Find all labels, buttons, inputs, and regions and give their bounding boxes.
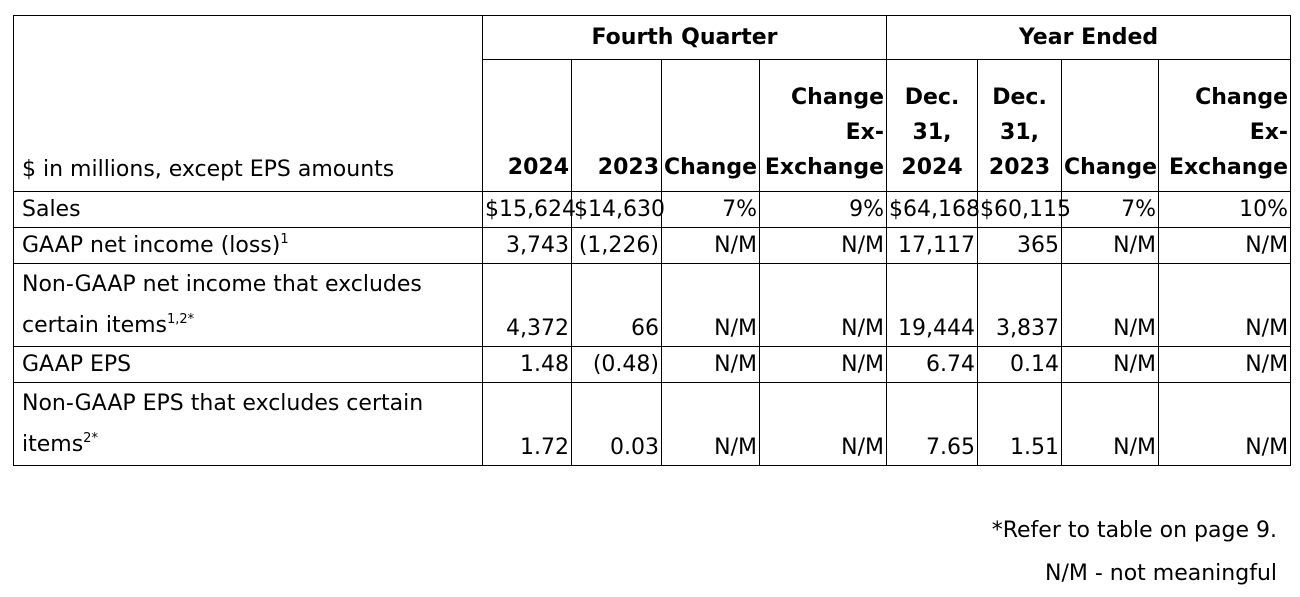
table-cell: N/M bbox=[1158, 382, 1292, 466]
table-cell: 17,117 bbox=[886, 227, 979, 264]
table-cell: N/M bbox=[1061, 263, 1160, 347]
footnote-ref: 2* bbox=[83, 431, 98, 446]
table-cell: N/M bbox=[1061, 227, 1160, 264]
table-cell: 6.74 bbox=[886, 346, 979, 383]
table-cell: N/M bbox=[1061, 382, 1160, 466]
table-row-non-gaap-eps: Non-GAAP EPS that excludes certain items2… bbox=[13, 382, 1292, 466]
table-cell: 4,372 bbox=[482, 263, 572, 347]
table-cell: N/M bbox=[1158, 227, 1292, 264]
table-cell: (0.48) bbox=[571, 346, 662, 383]
col-header-ye-2024: Dec. 31, 2024 bbox=[886, 59, 979, 192]
table-cell: 365 bbox=[977, 227, 1063, 264]
table-cell: 1.51 bbox=[977, 382, 1063, 466]
table-cell: 3,743 bbox=[482, 227, 572, 264]
units-label: $ in millions, except EPS amounts bbox=[13, 15, 483, 192]
col-header-ye-2023: Dec. 31, 2023 bbox=[977, 59, 1063, 192]
table-cell: N/M bbox=[758, 382, 888, 466]
table-cell: 0.14 bbox=[977, 346, 1063, 383]
table-cell: 10% bbox=[1158, 191, 1292, 228]
table-cell: N/M bbox=[661, 346, 760, 383]
table-cell: 7% bbox=[1061, 191, 1160, 228]
table-cell: N/M bbox=[758, 263, 888, 347]
row-label: Non-GAAP EPS that excludes certain items2… bbox=[13, 382, 483, 466]
table-cell: 3,837 bbox=[977, 263, 1063, 347]
group-header-row: $ in millions, except EPS amounts Fourth… bbox=[13, 15, 1292, 192]
table-row-gaap-net-income: GAAP net income (loss)1 3,743 (1,226) N/… bbox=[13, 227, 1292, 264]
table-cell: 7.65 bbox=[886, 382, 979, 466]
table-cell: $64,168 bbox=[886, 191, 980, 228]
table-row-gaap-eps: GAAP EPS 1.48 (0.48) N/M N/M 6.74 0.14 N… bbox=[13, 346, 1292, 383]
col-header-fq-change: Change bbox=[661, 59, 760, 192]
table-cell: N/M bbox=[1061, 346, 1160, 383]
row-label: GAAP net income (loss)1 bbox=[13, 227, 483, 264]
table-cell: N/M bbox=[1158, 263, 1292, 347]
col-header-ye-change: Change bbox=[1061, 59, 1160, 192]
table-cell: 0.03 bbox=[571, 382, 662, 466]
table-cell: N/M bbox=[661, 227, 760, 264]
table-cell: 7% bbox=[661, 191, 760, 228]
table-cell: $15,624 bbox=[482, 191, 576, 228]
year-ended-header: Year Ended bbox=[886, 15, 1292, 60]
footnote-ref: 1 bbox=[280, 232, 289, 247]
table-cell: N/M bbox=[661, 263, 760, 347]
footnote-refer: *Refer to table on page 9. bbox=[991, 518, 1277, 543]
table-cell: $14,630 bbox=[571, 191, 665, 228]
table-cell: 66 bbox=[571, 263, 662, 347]
row-label: Sales bbox=[13, 191, 483, 228]
table-row-sales: Sales $15,624 $14,630 7% 9% $64,168 $60,… bbox=[13, 191, 1292, 228]
table-cell: 19,444 bbox=[886, 263, 979, 347]
table-row-non-gaap-net-income: Non-GAAP net income that excludes certain… bbox=[13, 263, 1292, 347]
table-cell: N/M bbox=[661, 382, 760, 466]
table-cell: 1.48 bbox=[482, 346, 572, 383]
table-cell: N/M bbox=[758, 346, 888, 383]
table-cell: N/M bbox=[758, 227, 888, 264]
col-header-fq-change-ex: Change Ex- Exchange bbox=[758, 59, 888, 192]
table-cell: 1.72 bbox=[482, 382, 572, 466]
table-cell: N/M bbox=[1158, 346, 1292, 383]
footnote-nm: N/M - not meaningful bbox=[1044, 561, 1277, 586]
financial-summary-table: $ in millions, except EPS amounts Fourth… bbox=[13, 15, 1292, 466]
col-header-fq-2023: 2023 bbox=[571, 59, 662, 192]
row-label: Non-GAAP net income that excludes certain… bbox=[13, 263, 483, 347]
table-cell: $60,115 bbox=[977, 191, 1071, 228]
footnote-ref: 1,2* bbox=[167, 312, 195, 327]
table-cell: 9% bbox=[758, 191, 888, 228]
fourth-quarter-header: Fourth Quarter bbox=[481, 15, 888, 60]
col-header-fq-2024: 2024 bbox=[482, 59, 572, 192]
row-label: GAAP EPS bbox=[13, 346, 483, 383]
table-cell: (1,226) bbox=[571, 227, 662, 264]
col-header-ye-change-ex: Change Ex- Exchange bbox=[1158, 59, 1292, 192]
